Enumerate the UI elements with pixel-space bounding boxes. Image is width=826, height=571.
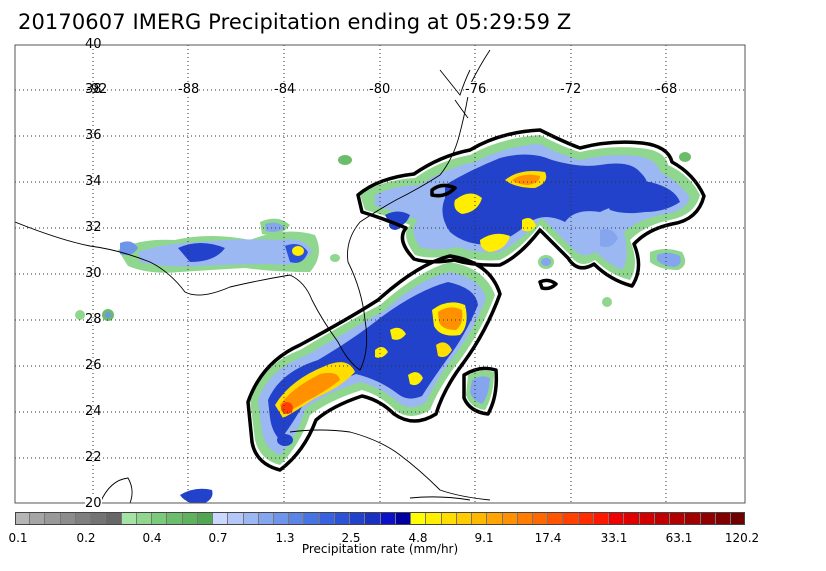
colorbar-swatch — [456, 512, 473, 525]
colorbar-swatch — [289, 512, 305, 525]
colorbar-tick-label: 2.5 — [341, 531, 361, 545]
colorbar-tick-label: 63.1 — [665, 531, 693, 545]
lat-label: 20 — [85, 496, 102, 511]
colorbar-swatch — [15, 512, 31, 525]
lon-label: -72 — [560, 82, 582, 97]
precipitation-field — [75, 135, 700, 503]
colorbar-swatch — [670, 512, 686, 525]
colorbar-swatch — [30, 512, 46, 525]
colorbar-swatch — [91, 512, 107, 525]
colorbar-swatch — [411, 512, 427, 525]
colorbar-swatch — [136, 512, 153, 525]
colorbar-swatch — [167, 512, 183, 525]
colorbar-tick-label: 0.1 — [8, 531, 28, 545]
colorbar-swatch — [152, 512, 168, 525]
colorbar-tick-label: 0.2 — [76, 531, 96, 545]
colorbar-swatch — [121, 512, 137, 525]
colorbar-swatch — [654, 512, 671, 525]
lat-label: 40 — [85, 37, 102, 52]
lat-label: 26 — [85, 358, 102, 373]
lat-label: 36 — [85, 128, 102, 143]
colorbar-swatch — [502, 512, 518, 525]
colorbar-swatch — [228, 512, 244, 525]
colorbar-title: Precipitation rate (mm/hr) — [301, 542, 459, 556]
lon-label: -80 — [369, 82, 391, 97]
colorbar-swatch — [243, 512, 259, 525]
colorbar-swatch — [106, 512, 122, 525]
colorbar-tick-label: 0.7 — [208, 531, 228, 545]
colorbar-swatch — [319, 512, 335, 525]
colorbar-swatch — [441, 512, 457, 525]
map-title: 20170607 IMERG Precipitation ending at 0… — [18, 10, 572, 34]
colorbar-swatch — [258, 512, 274, 525]
colorbar-tick-label: 9.1 — [474, 531, 494, 545]
colorbar-swatch — [350, 512, 366, 525]
colorbar-swatch — [273, 512, 290, 525]
colorbar-swatch — [685, 512, 701, 525]
lon-label: -92 — [86, 82, 108, 97]
colorbar-swatch — [395, 512, 412, 525]
contour-lines — [246, 128, 706, 472]
lon-label: -84 — [274, 82, 296, 97]
colorbar-swatch — [487, 512, 503, 525]
colorbar-swatch — [197, 512, 214, 525]
colorbar-swatch — [365, 512, 381, 525]
colorbar-swatch — [548, 512, 564, 525]
colorbar-swatch — [731, 512, 746, 525]
lat-label: 34 — [85, 174, 102, 189]
colorbar-tick-label: 120.2 — [724, 531, 760, 545]
coastlines — [15, 49, 491, 503]
lon-label: -88 — [178, 82, 200, 97]
colorbar-swatch — [593, 512, 610, 525]
colorbar-swatch — [426, 512, 442, 525]
colorbar-swatch — [45, 512, 61, 525]
lat-label: 32 — [85, 220, 102, 235]
colorbar-swatch — [472, 512, 488, 525]
lat-label: 38 — [85, 82, 102, 97]
lon-label: -76 — [465, 82, 487, 97]
colorbar-swatch — [75, 512, 92, 525]
colorbar-tick-label: 1.3 — [275, 531, 295, 545]
colorbar-tick-label: 4.8 — [408, 531, 428, 545]
lon-label: -68 — [656, 82, 678, 97]
colorbar-tick-label: 0.4 — [142, 531, 162, 545]
colorbar-swatch — [578, 512, 594, 525]
map-frame — [14, 44, 746, 504]
colorbar-swatch — [624, 512, 640, 525]
colorbar-swatch — [715, 512, 732, 525]
colorbar-swatch — [563, 512, 579, 525]
colorbar-swatch — [532, 512, 549, 525]
colorbar-swatch — [304, 512, 320, 525]
colorbar-swatch — [60, 512, 76, 525]
lat-label: 28 — [85, 312, 102, 327]
colorbar-tick-label: 17.4 — [534, 531, 562, 545]
colorbar-swatch — [609, 512, 625, 525]
colorbar-tick-label: 33.1 — [600, 531, 628, 545]
colorbar-swatch — [700, 512, 716, 525]
lat-label: 22 — [85, 450, 102, 465]
lat-label: 24 — [85, 404, 102, 419]
colorbar-swatch — [639, 512, 655, 525]
colorbar-swatch — [517, 512, 533, 525]
lat-label: 30 — [85, 266, 102, 281]
colorbar-swatch — [213, 512, 229, 525]
colorbar-swatch — [380, 512, 396, 525]
colorbar-swatch — [182, 512, 198, 525]
colorbar — [15, 512, 746, 525]
colorbar-swatch — [334, 512, 351, 525]
